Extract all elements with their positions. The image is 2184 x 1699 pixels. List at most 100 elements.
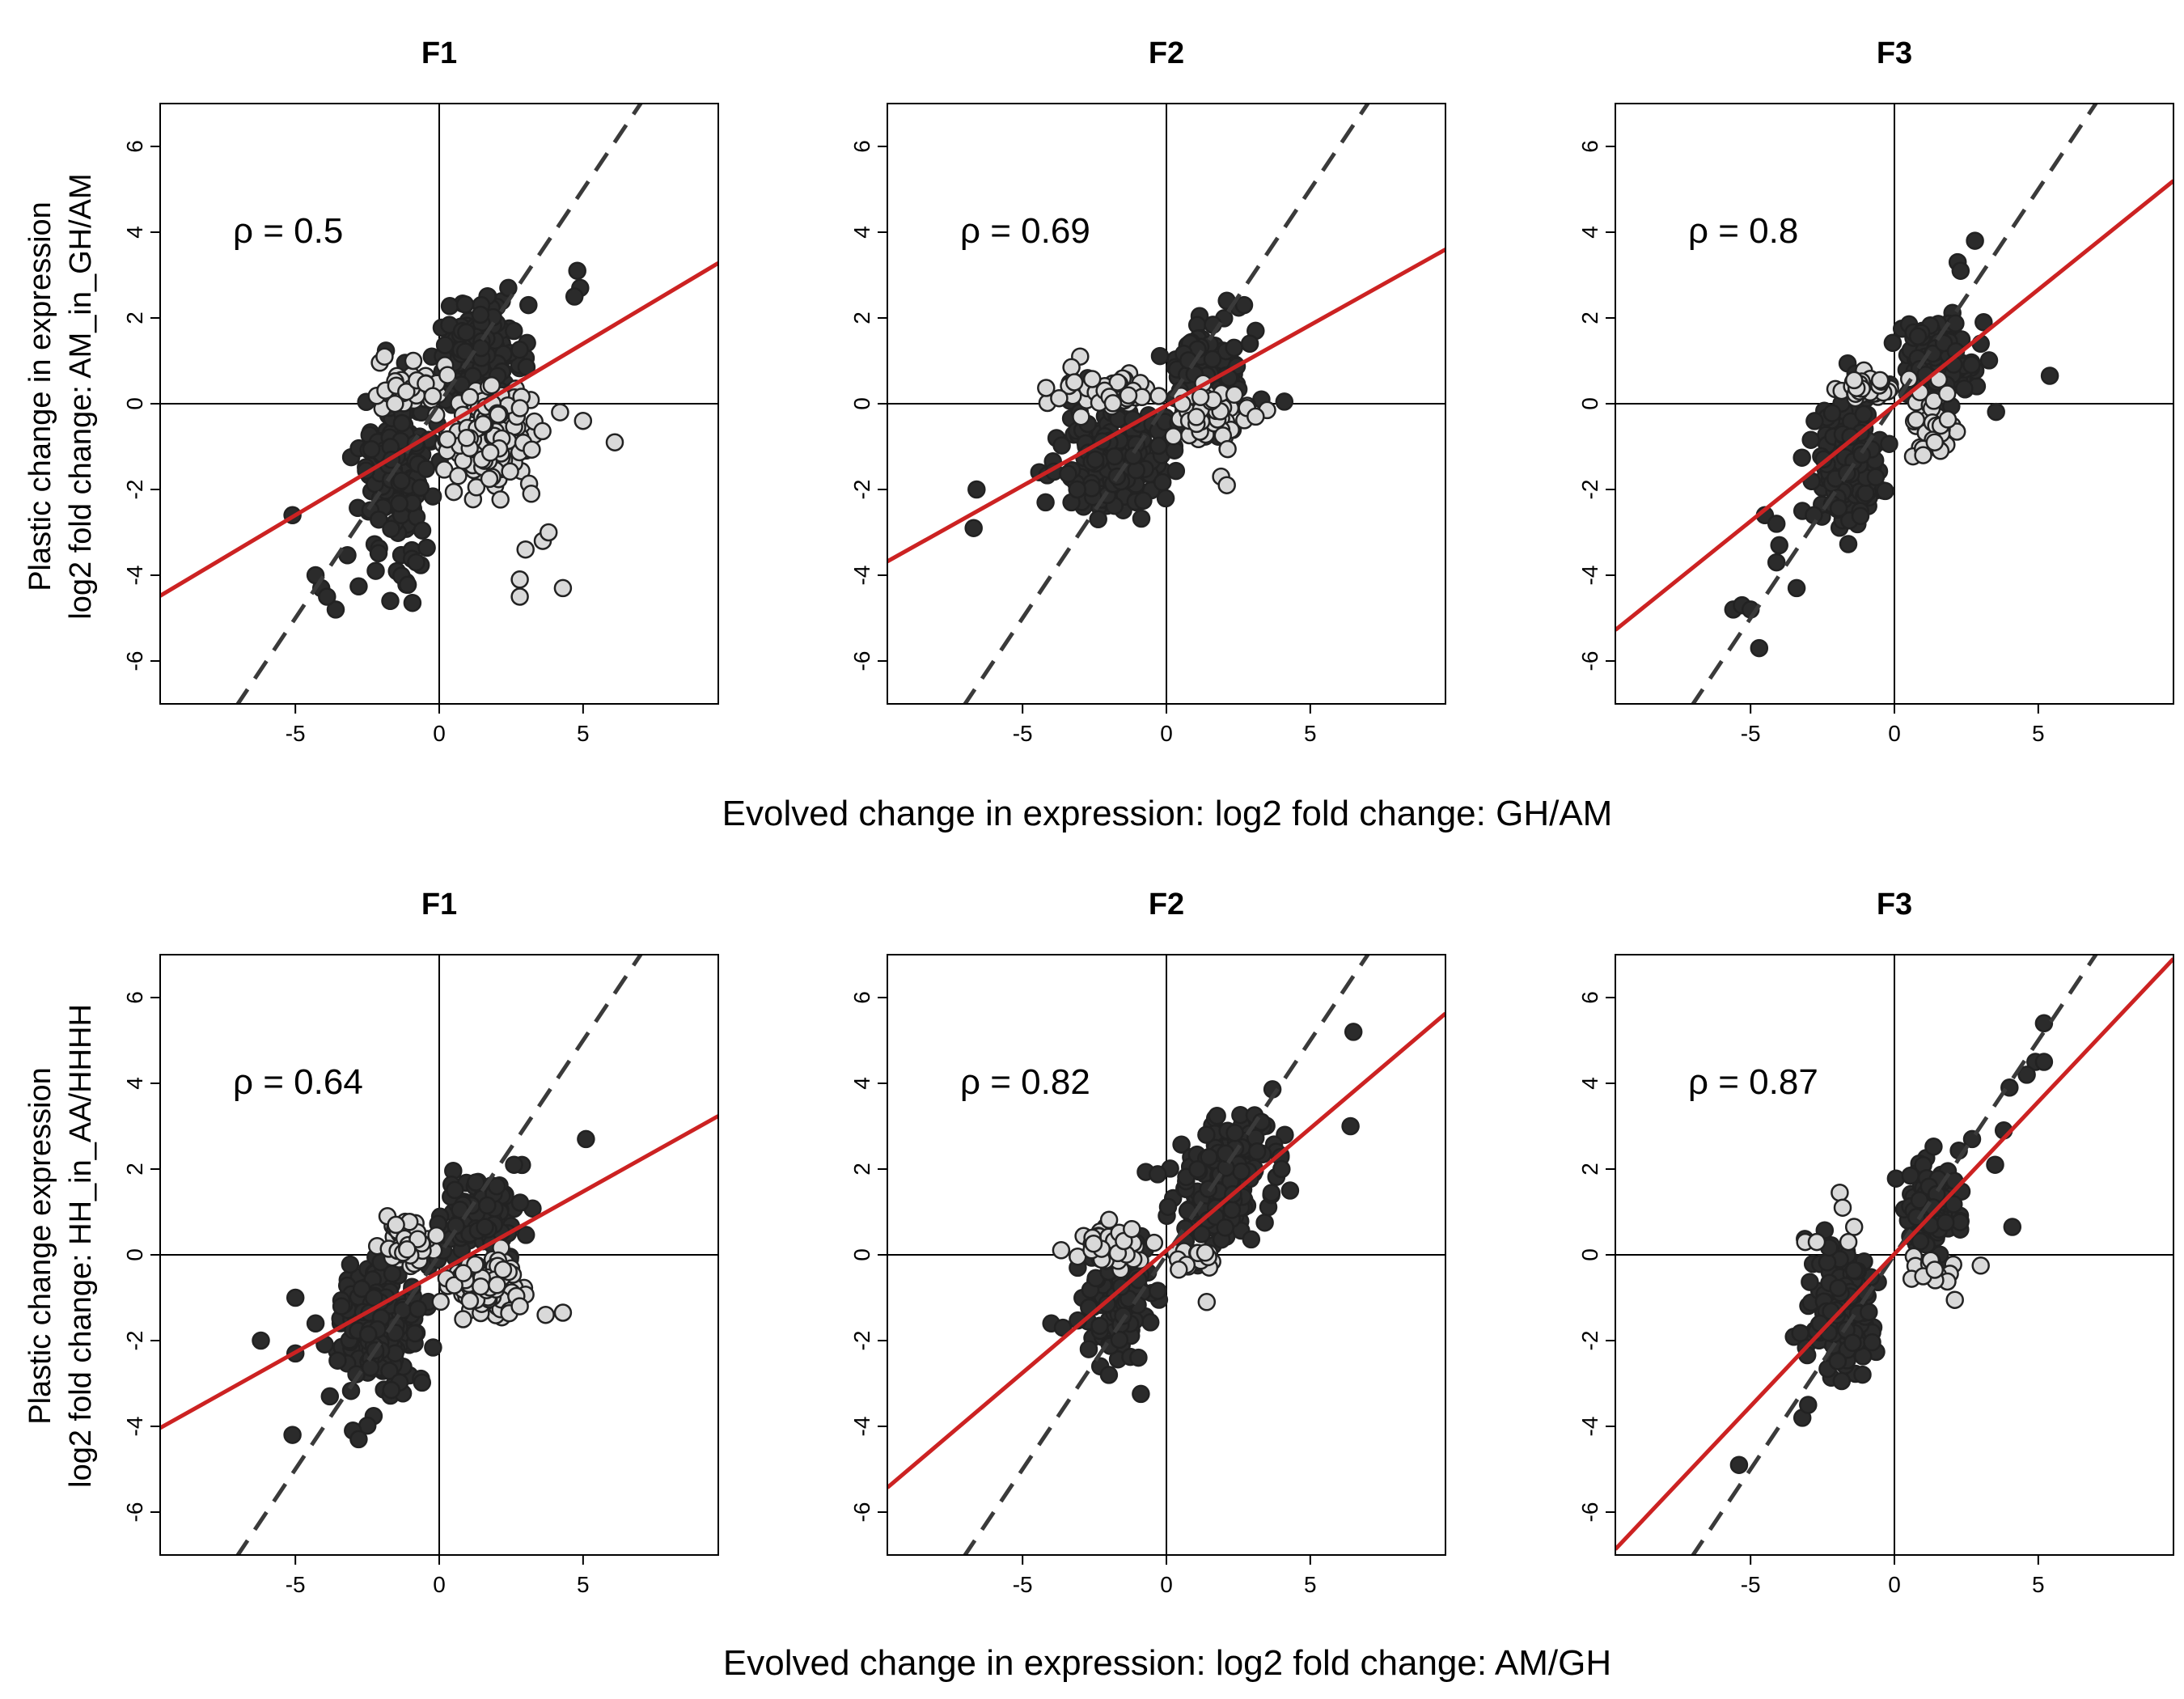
dark-data-point [467,1173,485,1192]
regression-fit-line [1615,957,2173,1551]
light-data-point [1119,386,1138,405]
light-data-point [1833,1198,1852,1217]
light-data-point [553,1303,573,1322]
dark-data-point [1866,468,1886,487]
light-data-point [1072,407,1090,426]
dark-data-point [405,1324,425,1343]
light-data-point [605,433,624,451]
dark-data-point [1132,1384,1150,1404]
light-data-point [1123,1219,1141,1239]
dark-data-point [1203,350,1222,369]
light-data-point [1084,1234,1103,1253]
dark-data-point [423,487,442,506]
light-data-point [1225,385,1244,405]
dark-data-point [403,593,422,612]
plot-area [160,955,718,1555]
row2-x-axis-label: Evolved change in expression: log2 fold … [723,1643,1611,1683]
x-tick-label: -5 [1013,721,1033,746]
y-tick-label: -2 [849,1331,874,1351]
dark-data-point [283,1426,302,1444]
y-tick-label: -2 [122,480,147,500]
dark-data-point [446,1180,464,1200]
light-data-point [387,1215,405,1235]
dark-data-point [370,510,388,529]
light-data-point [1170,1260,1188,1279]
dark-data-point [1247,1142,1267,1161]
dark-data-point [1951,261,1970,280]
dark-data-point [1158,1197,1178,1216]
dark-data-point [1222,1201,1242,1219]
row2-y-axis-label-line1: Plastic change expression [23,1067,57,1424]
x-tick-label: 0 [1160,1572,1173,1597]
plot-area [160,104,718,704]
dark-data-point [1053,1318,1073,1337]
x-tick-label: 5 [1304,1572,1317,1597]
light-data-point [510,399,530,417]
x-tick-label: -5 [1741,721,1761,746]
dark-data-point [1262,1184,1281,1202]
y-tick-label: 4 [1577,1077,1602,1090]
dark-data-point [1945,1195,1963,1214]
light-data-point [539,523,558,542]
light-data-point [480,443,500,462]
dark-data-point [320,1387,340,1406]
dark-data-point [306,1314,325,1333]
dark-data-point [967,480,986,499]
dark-data-point [1770,536,1788,555]
light-data-point [1844,1218,1864,1236]
dark-data-point [1856,484,1875,502]
light-data-point [438,430,457,449]
y-tick-label: 0 [122,397,147,410]
dark-data-point [1036,493,1055,512]
y-tick-label: -4 [122,1417,147,1437]
dark-data-point [1225,338,1243,358]
panels: F1 ρ = 0.5 -5 0 5 -6 -4 -2 0 2 4 6 F2 ρ = 0.69 -5 0 5 -6 -… [122,36,2174,1597]
identity-dashed-line [963,104,1370,704]
light-data-point [444,482,463,502]
y-tick-label: -4 [849,1417,874,1437]
y-tick-label: 4 [122,226,147,239]
y-tick-label: 2 [122,311,147,324]
dark-data-point [1216,1218,1234,1237]
y-tick-label: 4 [849,226,874,239]
dark-data-point [1853,1365,1872,1384]
dark-data-point [1272,1159,1291,1179]
dark-data-point [1156,489,1175,508]
dark-data-point [1086,450,1105,469]
dark-data-point [1852,445,1871,464]
light-data-point [1925,1260,1945,1279]
y-tick-label: -6 [122,651,147,672]
dark-data-point [1149,1282,1167,1300]
dark-data-point [408,1299,427,1319]
y-tick-label: -6 [849,1502,874,1523]
dark-data-point [1979,351,1999,370]
dark-data-point [505,321,523,341]
dark-data-point [1974,313,1993,332]
dark-data-point [1280,1181,1300,1200]
dark-data-point [1805,412,1824,430]
dark-data-point [1068,480,1086,499]
identity-dashed-line [1691,955,2098,1555]
y-tick-label: 4 [849,1077,874,1090]
dark-data-point [510,341,529,359]
light-data-point [1103,394,1123,413]
dark-data-point [1129,1348,1148,1367]
dark-data-point [411,478,430,498]
regression-fit-line [887,248,1445,564]
dark-data-point [1822,404,1842,422]
light-data-point [427,1226,446,1245]
dark-data-point [332,1297,351,1316]
light-data-point [1831,1183,1849,1202]
panel-3: F3 ρ = 0.8 -5 0 5 -6 -4 -2 0 2 4 6 [1577,36,2174,746]
dark-data-point [1344,1023,1363,1041]
light-data-point [1145,1233,1164,1252]
dark-data-point [1232,1162,1251,1181]
light-data-point [1052,1241,1071,1260]
light-data-point [423,387,442,405]
dark-data-point [1966,231,1984,250]
dark-data-point [1255,1213,1274,1232]
light-data-point [460,1291,480,1311]
dark-data-point [1883,333,1903,353]
light-data-point [398,1240,417,1259]
dark-data-point [440,297,459,316]
